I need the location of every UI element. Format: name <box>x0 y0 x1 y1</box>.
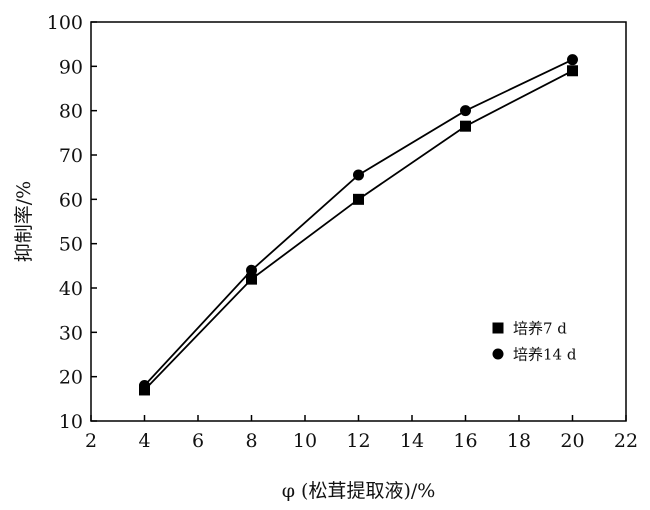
x-axis-label: φ (松茸提取液)/% <box>282 480 436 502</box>
data-point <box>567 65 578 77</box>
y-tick-label: 70 <box>59 145 83 167</box>
x-tick-label: 8 <box>245 430 257 452</box>
data-point <box>246 264 257 276</box>
legend-label: 培养7 d <box>513 320 567 338</box>
x-tick-label: 18 <box>507 430 531 452</box>
y-tick-label: 100 <box>47 12 83 34</box>
x-tick-label: 2 <box>85 430 97 452</box>
series-line <box>143 69 573 391</box>
data-point <box>460 120 471 132</box>
legend-item: 培养14 d <box>492 346 577 364</box>
x-tick-label: 16 <box>453 430 477 452</box>
x-tick-label: 10 <box>293 430 317 452</box>
y-tick-label: 20 <box>59 367 83 389</box>
legend-label: 培养14 d <box>513 346 577 364</box>
y-axis-label: 抑制率/% <box>13 181 35 262</box>
data-point <box>567 54 578 66</box>
data-point <box>139 380 150 392</box>
x-tick-label: 20 <box>560 430 584 452</box>
y-tick-label: 60 <box>59 189 83 211</box>
y-tick-label: 40 <box>59 278 83 300</box>
legend-marker <box>492 348 504 360</box>
data-point <box>353 193 364 205</box>
x-tick-label: 4 <box>138 430 150 452</box>
series-layer <box>139 54 578 396</box>
x-tick-label: 22 <box>614 430 638 452</box>
x-tick-label: 12 <box>346 430 370 452</box>
data-point <box>353 169 364 181</box>
data-point <box>246 273 257 285</box>
series-line <box>143 58 573 387</box>
x-tick-label: 6 <box>192 430 204 452</box>
ticks-layer: 2 4 6 8 10 12 14 16 18 20 22 10 20 30 40 50 60 70 80 90 100 <box>47 12 638 452</box>
y-tick-label: 30 <box>59 322 83 344</box>
data-point <box>460 105 471 117</box>
y-tick-label: 80 <box>59 101 83 123</box>
series-2 <box>139 54 578 392</box>
y-tick-label: 10 <box>59 411 83 433</box>
x-tick-label: 14 <box>400 430 424 452</box>
y-tick-label: 50 <box>59 234 83 256</box>
legend-marker <box>492 322 504 334</box>
y-tick-label: 90 <box>59 56 83 78</box>
legend-item: 培养7 d <box>492 320 567 338</box>
legend: 培养7 d 培养14 d <box>492 320 577 364</box>
